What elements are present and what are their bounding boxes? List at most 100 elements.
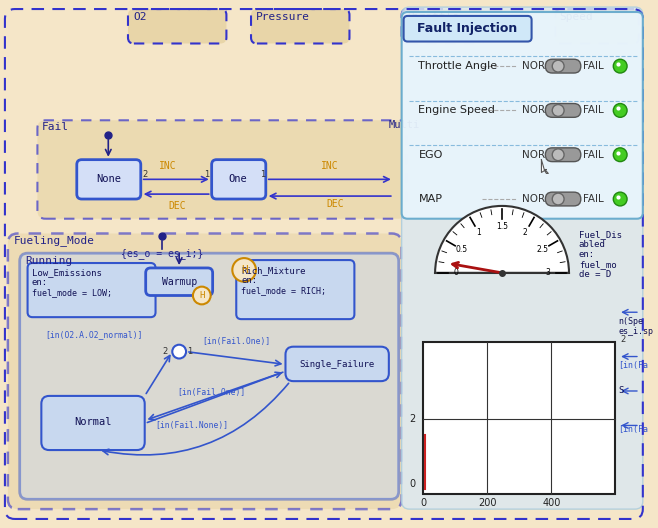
- Circle shape: [172, 345, 186, 359]
- Text: 2: 2: [409, 413, 415, 423]
- FancyBboxPatch shape: [2, 6, 645, 522]
- Text: O2: O2: [133, 12, 146, 22]
- Circle shape: [613, 59, 627, 73]
- Text: 2: 2: [162, 347, 167, 356]
- Text: 3: 3: [546, 268, 551, 277]
- Text: [in(Fa: [in(Fa: [619, 426, 648, 435]
- Text: DEC: DEC: [168, 201, 186, 211]
- FancyBboxPatch shape: [38, 120, 407, 219]
- Text: 400: 400: [542, 498, 561, 508]
- Text: NORMAL: NORMAL: [522, 106, 567, 116]
- FancyBboxPatch shape: [8, 233, 401, 509]
- Text: 2: 2: [620, 335, 626, 344]
- Text: fuel_mode = LOW;: fuel_mode = LOW;: [32, 288, 111, 297]
- Text: 2: 2: [523, 228, 528, 237]
- Text: Fail: Fail: [41, 122, 68, 132]
- Text: INC: INC: [321, 162, 339, 172]
- Text: n(Spe: n(Spe: [619, 317, 644, 326]
- Text: Speed: Speed: [559, 12, 593, 22]
- Text: MAP: MAP: [418, 194, 442, 204]
- Text: 0: 0: [420, 498, 426, 508]
- FancyBboxPatch shape: [401, 7, 643, 509]
- FancyBboxPatch shape: [545, 148, 581, 162]
- Text: FAIL: FAIL: [583, 106, 603, 116]
- Text: [in(Fail.One)]: [in(Fail.One)]: [202, 337, 270, 346]
- Text: 1: 1: [205, 171, 210, 180]
- FancyBboxPatch shape: [128, 9, 226, 43]
- Text: NORM: NORM: [522, 150, 554, 160]
- Text: FAIL: FAIL: [583, 194, 603, 204]
- Circle shape: [613, 148, 627, 162]
- Text: Running: Running: [26, 256, 73, 266]
- Text: Multi: Multi: [389, 120, 420, 130]
- Text: 1: 1: [476, 228, 481, 237]
- Text: [in(Fail.One)]: [in(Fail.One)]: [178, 388, 246, 397]
- Text: 0: 0: [453, 268, 458, 277]
- FancyBboxPatch shape: [145, 268, 213, 296]
- FancyBboxPatch shape: [20, 253, 399, 499]
- Circle shape: [193, 287, 211, 304]
- FancyBboxPatch shape: [403, 16, 532, 42]
- Text: FAIL: FAIL: [583, 150, 603, 160]
- Text: abled: abled: [579, 240, 606, 249]
- Text: de = D: de = D: [579, 270, 611, 279]
- Text: {es_o = es_i;}: {es_o = es_i;}: [121, 248, 203, 259]
- Text: [in(O2.A.O2_normal)]: [in(O2.A.O2_normal)]: [45, 330, 142, 339]
- Text: fuel_mode = RICH;: fuel_mode = RICH;: [241, 286, 326, 295]
- Wedge shape: [435, 206, 569, 273]
- Polygon shape: [542, 159, 548, 173]
- Circle shape: [552, 149, 564, 161]
- Text: en:: en:: [579, 250, 595, 259]
- FancyBboxPatch shape: [28, 263, 155, 317]
- Text: DEC: DEC: [326, 199, 343, 209]
- FancyBboxPatch shape: [423, 342, 615, 494]
- Text: 1.5: 1.5: [496, 222, 508, 231]
- Text: 0.5: 0.5: [456, 245, 468, 254]
- Text: 2: 2: [143, 171, 148, 180]
- FancyBboxPatch shape: [555, 9, 639, 43]
- FancyBboxPatch shape: [401, 9, 486, 43]
- FancyBboxPatch shape: [545, 103, 581, 117]
- Text: S: S: [619, 386, 624, 395]
- FancyBboxPatch shape: [236, 260, 355, 319]
- Text: Engine Speed: Engine Speed: [418, 106, 495, 116]
- Text: H: H: [241, 265, 247, 275]
- Text: H: H: [199, 291, 205, 300]
- Text: None: None: [96, 174, 121, 184]
- Text: NORMAL: NORMAL: [522, 194, 567, 204]
- FancyBboxPatch shape: [545, 192, 581, 206]
- Circle shape: [552, 105, 564, 116]
- Text: Fuel_Dis: Fuel_Dis: [579, 231, 622, 240]
- Text: en:: en:: [32, 278, 47, 287]
- Circle shape: [552, 193, 564, 205]
- Text: Pressure: Pressure: [256, 12, 310, 22]
- Text: Warmup: Warmup: [161, 277, 197, 287]
- Text: Single_Failure: Single_Failure: [299, 360, 374, 369]
- Text: en:: en:: [241, 276, 257, 285]
- Text: 200: 200: [478, 498, 497, 508]
- Text: Fault Injection: Fault Injection: [417, 22, 518, 35]
- Text: es_i.sp: es_i.sp: [619, 327, 653, 336]
- Text: NORMAL: NORMAL: [522, 61, 567, 71]
- FancyBboxPatch shape: [77, 159, 141, 199]
- Circle shape: [613, 192, 627, 206]
- Text: One: One: [229, 174, 247, 184]
- Circle shape: [552, 60, 564, 72]
- Text: [in(Fail.None)]: [in(Fail.None)]: [155, 420, 228, 429]
- Text: Throttle Angle: Throttle Angle: [418, 61, 497, 71]
- Text: Fueling_Mode: Fueling_Mode: [14, 235, 95, 247]
- FancyBboxPatch shape: [41, 396, 145, 450]
- Text: EGO: EGO: [418, 150, 443, 160]
- Text: 0: 0: [409, 479, 415, 489]
- FancyBboxPatch shape: [286, 347, 389, 381]
- Text: FAIL: FAIL: [583, 61, 603, 71]
- Text: 2.5: 2.5: [536, 245, 548, 254]
- Text: Low_Emissions: Low_Emissions: [32, 268, 101, 277]
- Circle shape: [613, 103, 627, 117]
- Text: fuel_mo: fuel_mo: [579, 260, 617, 269]
- Text: Rich_Mixture: Rich_Mixture: [241, 266, 306, 275]
- Text: Normal: Normal: [74, 418, 111, 428]
- Circle shape: [232, 258, 256, 282]
- Text: Throttle: Throttle: [405, 12, 459, 22]
- Text: [in(Fa: [in(Fa: [619, 362, 648, 371]
